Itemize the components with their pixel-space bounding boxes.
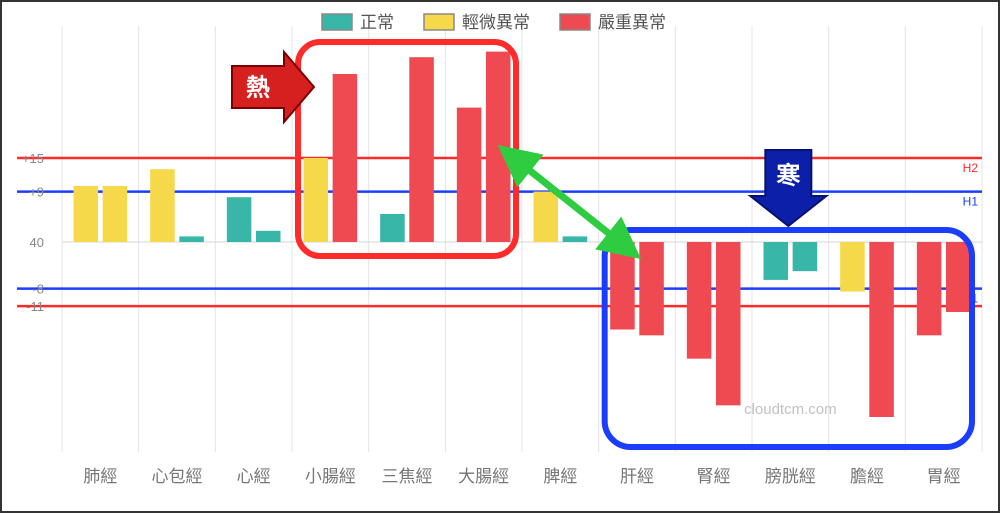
bar bbox=[917, 242, 942, 335]
y-tick-label: -11 bbox=[26, 299, 44, 314]
y-tick-label: 40 bbox=[30, 235, 44, 250]
legend-label: 嚴重異常 bbox=[598, 13, 666, 32]
x-category-label: 膀胱經 bbox=[765, 467, 816, 486]
legend-label: 正常 bbox=[360, 13, 394, 32]
x-category-label: 脾經 bbox=[543, 467, 577, 486]
hot-group-box bbox=[298, 42, 516, 256]
y-tick-label: +9 bbox=[29, 185, 44, 200]
x-category-label: 肺經 bbox=[83, 467, 117, 486]
bar bbox=[103, 186, 128, 242]
cold-label: 寒 bbox=[776, 161, 800, 189]
x-category-label: 膽經 bbox=[850, 467, 884, 486]
chart-container: H2H1L1+15+940-8-11肺經心包經心經小腸經三焦經大腸經脾經肝經腎經… bbox=[0, 0, 1000, 513]
threshold-label: H1 bbox=[963, 195, 979, 209]
legend-swatch bbox=[424, 14, 454, 30]
bar bbox=[563, 236, 588, 242]
bar bbox=[457, 108, 482, 242]
bar bbox=[179, 236, 204, 242]
hot-label: 熱 bbox=[246, 74, 270, 101]
y-tick-label: -8 bbox=[32, 282, 44, 297]
x-category-label: 小腸經 bbox=[305, 467, 356, 486]
bar bbox=[687, 242, 712, 359]
x-category-label: 三焦經 bbox=[382, 467, 433, 486]
bar bbox=[793, 242, 818, 271]
bar bbox=[840, 242, 865, 292]
bar bbox=[716, 242, 741, 405]
bar bbox=[333, 74, 358, 242]
bar bbox=[380, 214, 405, 242]
watermark-text: cloudtcm.com bbox=[744, 401, 837, 418]
bar bbox=[409, 57, 434, 242]
link-arrow-icon bbox=[514, 158, 625, 246]
hot-arrow-icon bbox=[232, 52, 314, 122]
bar bbox=[256, 231, 281, 242]
bar bbox=[869, 242, 894, 417]
y-tick-label: +15 bbox=[22, 151, 44, 166]
bar bbox=[639, 242, 664, 335]
legend-label: 輕微異常 bbox=[462, 13, 530, 32]
bar bbox=[304, 158, 329, 242]
x-category-label: 腎經 bbox=[697, 467, 731, 486]
x-category-label: 心包經 bbox=[152, 467, 203, 486]
bar bbox=[534, 192, 559, 242]
bar bbox=[227, 197, 252, 242]
bar bbox=[610, 242, 635, 330]
legend-swatch bbox=[322, 14, 352, 30]
bar bbox=[74, 186, 99, 242]
bar bbox=[486, 52, 511, 242]
x-category-label: 胃經 bbox=[927, 467, 961, 486]
bar bbox=[946, 242, 971, 312]
tcm-meridian-bar-chart: H2H1L1+15+940-8-11肺經心包經心經小腸經三焦經大腸經脾經肝經腎經… bbox=[2, 2, 1000, 515]
x-category-label: 肝經 bbox=[620, 467, 654, 486]
legend-swatch bbox=[560, 14, 590, 30]
threshold-label: H2 bbox=[963, 161, 979, 175]
bar bbox=[764, 242, 789, 280]
x-category-label: 大腸經 bbox=[458, 467, 509, 486]
bar bbox=[150, 169, 175, 242]
x-category-label: 心經 bbox=[237, 467, 271, 486]
